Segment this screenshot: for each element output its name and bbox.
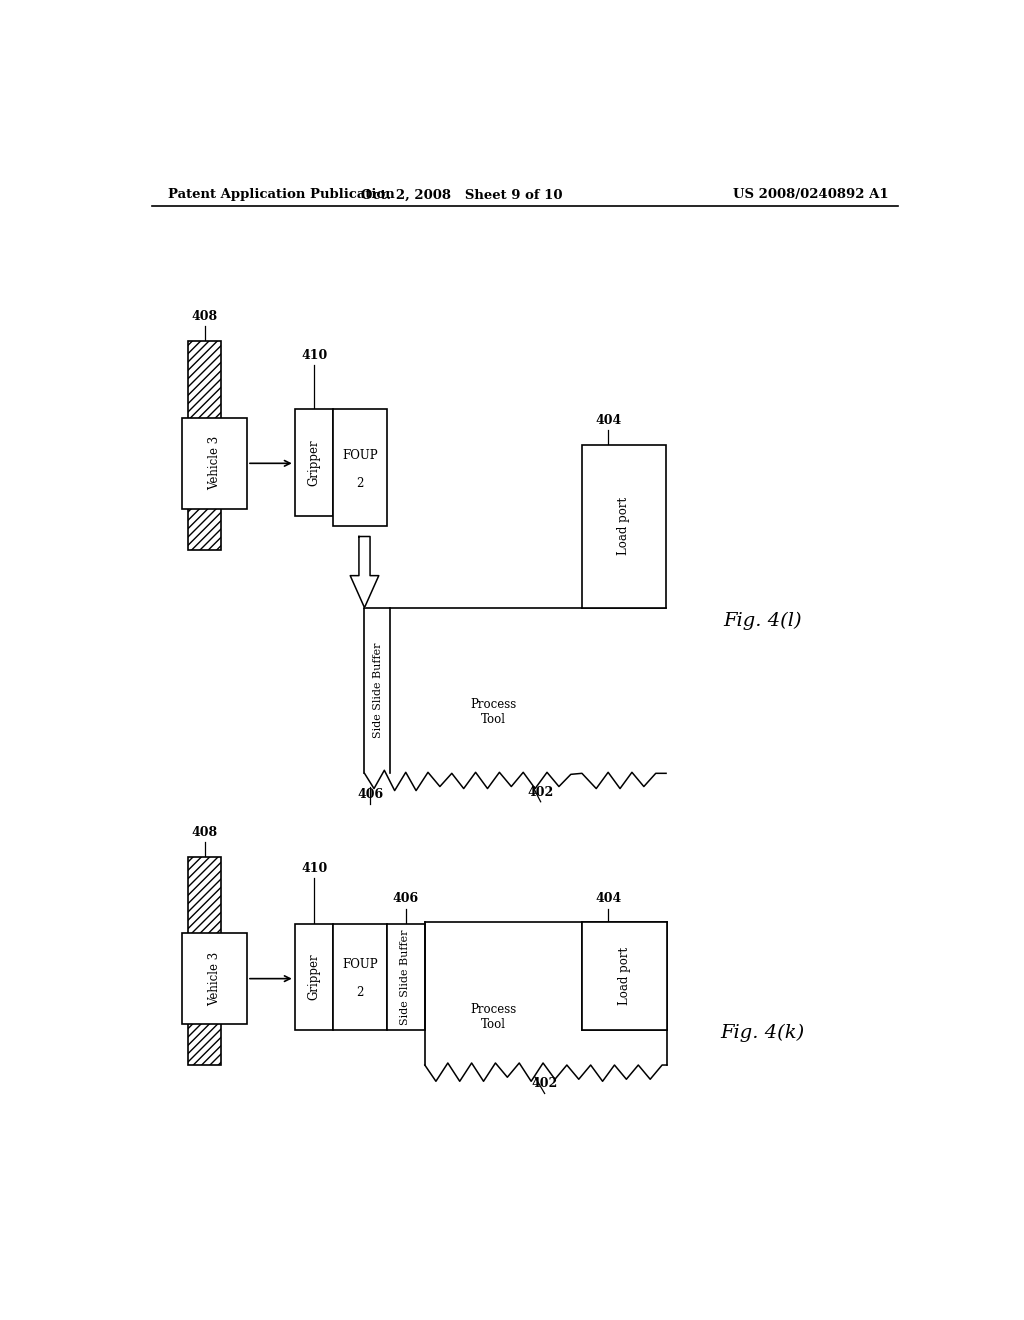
Bar — [187, 342, 221, 549]
Text: 402: 402 — [531, 1077, 558, 1090]
Bar — [187, 857, 221, 1065]
Bar — [182, 933, 247, 1024]
Text: Vehicle 3: Vehicle 3 — [208, 952, 221, 1006]
Text: Process
Tool: Process Tool — [470, 698, 516, 726]
Polygon shape — [350, 536, 379, 607]
Bar — [582, 445, 666, 607]
Text: Gripper: Gripper — [307, 954, 321, 1001]
Bar — [582, 921, 667, 1031]
Text: 2: 2 — [356, 477, 364, 490]
Text: FOUP: FOUP — [342, 449, 378, 462]
Bar — [333, 409, 387, 527]
Text: Load port: Load port — [617, 498, 631, 556]
Bar — [333, 924, 387, 1031]
Text: 410: 410 — [301, 348, 328, 362]
Text: Process
Tool: Process Tool — [470, 1003, 516, 1031]
Text: Fig. 4(k): Fig. 4(k) — [721, 1023, 805, 1041]
Text: 408: 408 — [191, 310, 218, 323]
Bar — [387, 924, 425, 1031]
Bar — [295, 409, 333, 516]
Text: Patent Application Publication: Patent Application Publication — [168, 189, 394, 202]
Text: 404: 404 — [595, 413, 622, 426]
Text: Oct. 2, 2008   Sheet 9 of 10: Oct. 2, 2008 Sheet 9 of 10 — [360, 189, 562, 202]
Text: Gripper: Gripper — [307, 440, 321, 486]
Text: 406: 406 — [357, 788, 383, 801]
Bar — [182, 417, 247, 510]
Text: 410: 410 — [301, 862, 328, 875]
Text: Vehicle 3: Vehicle 3 — [208, 436, 221, 491]
Text: Side Slide Buffer: Side Slide Buffer — [373, 643, 383, 738]
Text: 406: 406 — [392, 892, 419, 906]
Text: 408: 408 — [191, 826, 218, 840]
Text: Side Slide Buffer: Side Slide Buffer — [400, 929, 410, 1026]
Text: US 2008/0240892 A1: US 2008/0240892 A1 — [733, 189, 888, 202]
Bar — [295, 924, 333, 1031]
Text: 402: 402 — [527, 785, 554, 799]
Text: 2: 2 — [356, 986, 364, 999]
Text: Load port: Load port — [617, 946, 631, 1005]
Text: FOUP: FOUP — [342, 958, 378, 972]
Text: Fig. 4(l): Fig. 4(l) — [724, 611, 802, 630]
Text: 404: 404 — [595, 892, 622, 906]
